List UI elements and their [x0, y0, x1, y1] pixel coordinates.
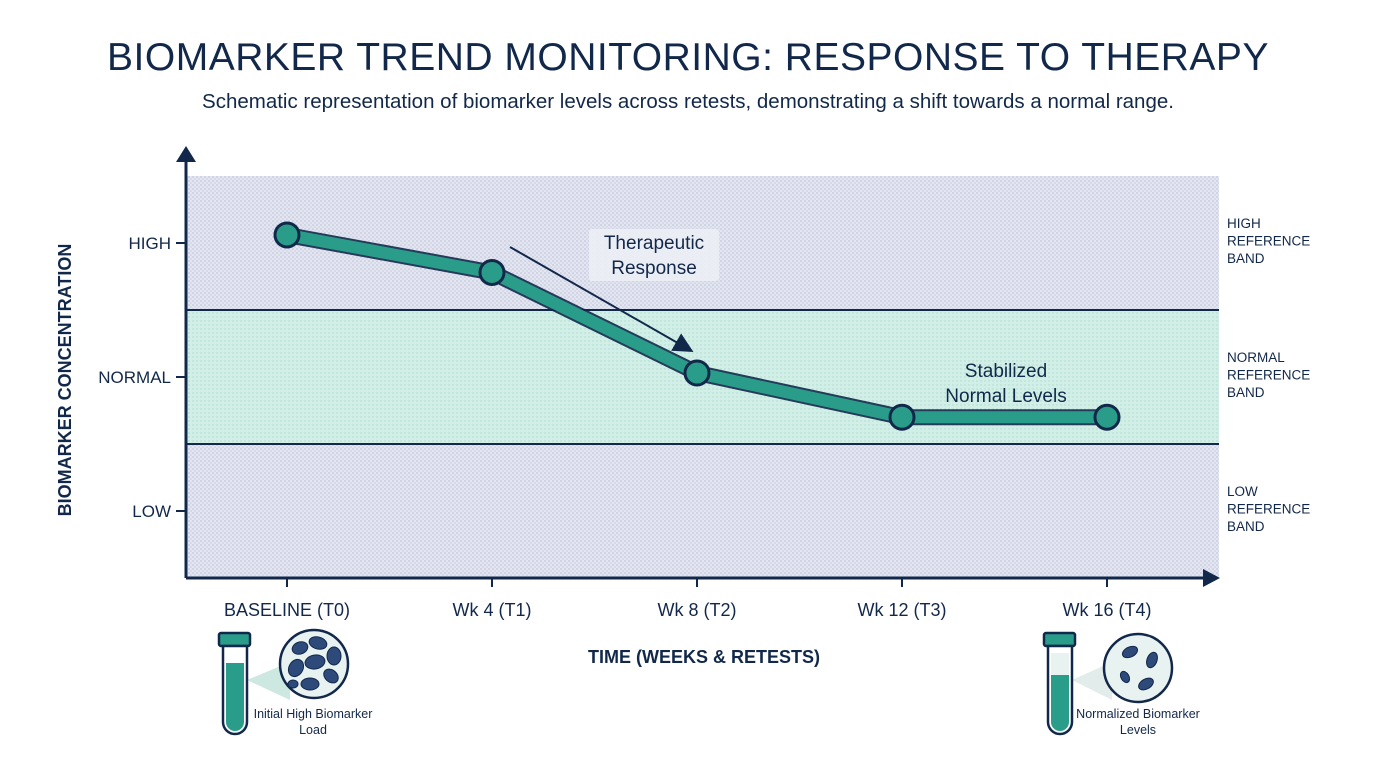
data-point: [683, 359, 711, 387]
x-tick-label: Wk 16 (T4): [1062, 600, 1151, 620]
x-tick-label: BASELINE (T0): [224, 600, 350, 620]
annotation-therapeutic-response: Therapeutic Response: [604, 233, 704, 279]
y-axis-title: BIOMARKER CONCENTRATION: [55, 244, 75, 517]
band-label: NORMAL REFERENCE BAND: [1227, 350, 1310, 400]
data-point: [1093, 403, 1121, 431]
tube-cap-icon: [217, 631, 252, 648]
right-illustration-caption: Normalized Biomarker Levels: [1076, 707, 1200, 737]
y-tick-label: NORMAL: [98, 368, 171, 387]
x-axis-title: TIME (WEEKS & RETESTS): [588, 647, 820, 667]
y-tick-label: LOW: [132, 502, 171, 521]
tube-liquid-normal: [1051, 675, 1069, 731]
band-outer: [186, 444, 1219, 578]
chart-title: BIOMARKER TREND MONITORING: RESPONSE TO …: [107, 36, 1269, 79]
band-label: LOW REFERENCE BAND: [1227, 484, 1310, 534]
magnifier-beam: [247, 662, 290, 700]
chart-subtitle: Schematic representation of biomarker le…: [202, 90, 1174, 113]
series: [273, 221, 1121, 431]
annotation-stabilized-levels: Stabilized Normal Levels: [945, 361, 1066, 407]
axes: HIGH NORMAL LOW BASELINE (T0) Wk 4 (T1) Wk 8 …: [98, 146, 1220, 620]
data-point: [478, 258, 506, 286]
normalized-illustration: [1042, 631, 1174, 736]
magnifier-icon: [1102, 632, 1174, 704]
annotation-box: [589, 229, 719, 281]
annotation-arrow: [509, 246, 694, 352]
left-illustration-caption: Initial High Biomarker Load: [253, 707, 373, 737]
data-point: [888, 403, 916, 431]
tube-liquid-high: [226, 663, 244, 731]
x-tick-label: Wk 8 (T2): [658, 600, 737, 620]
high-load-illustration: [217, 628, 350, 736]
annotations: Therapeutic Response Stabilized Normal Leve…: [509, 229, 1067, 407]
x-axis-arrow-icon: [1203, 569, 1220, 587]
data-point: [273, 221, 301, 249]
x-tick-label: Wk 4 (T1): [453, 600, 532, 620]
y-tick-label: HIGH: [129, 234, 172, 253]
tube-empty: [1051, 653, 1069, 675]
band-label: HIGH REFERENCE BAND: [1227, 216, 1310, 266]
tube-cap-icon: [1042, 631, 1077, 648]
magnifier-beam: [1072, 662, 1112, 700]
y-axis-arrow-icon: [176, 146, 196, 162]
x-tick-label: Wk 12 (T3): [857, 600, 946, 620]
